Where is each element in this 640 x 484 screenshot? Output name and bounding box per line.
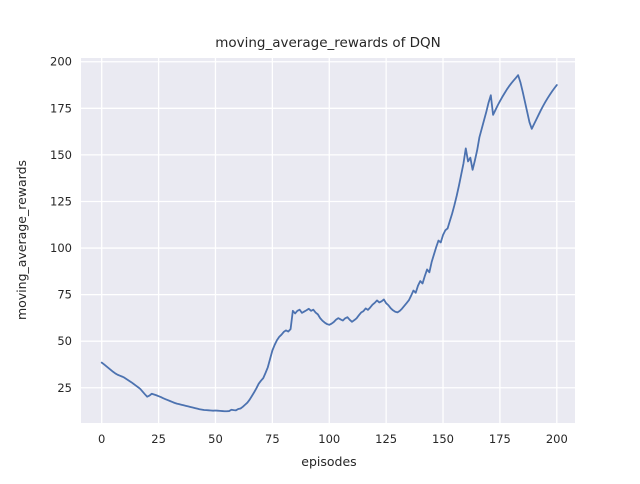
chart-title: moving_average_rewards of DQN xyxy=(215,35,441,51)
y-tick-label: 25 xyxy=(57,381,72,395)
y-tick-label: 50 xyxy=(57,334,72,348)
x-tick-label: 125 xyxy=(375,432,397,446)
plot-layer xyxy=(81,58,575,423)
y-tick-label: 125 xyxy=(50,194,72,208)
y-tick-label: 100 xyxy=(50,241,72,255)
y-tick-label: 150 xyxy=(50,148,72,162)
x-tick-label: 75 xyxy=(265,432,280,446)
x-axis-label: episodes xyxy=(301,454,356,469)
y-tick-label: 175 xyxy=(50,101,72,115)
x-tick-label: 175 xyxy=(489,432,511,446)
tick-layer: 0 25 50 75 100 125 150 175 200 25 50 75 100 125 150 175… xyxy=(50,55,568,446)
x-tick-label: 150 xyxy=(432,432,454,446)
x-tick-label: 50 xyxy=(208,432,223,446)
plot-area xyxy=(81,58,575,423)
x-tick-label: 25 xyxy=(151,432,166,446)
x-tick-label: 100 xyxy=(318,432,340,446)
x-tick-label: 0 xyxy=(98,432,105,446)
x-tick-label: 200 xyxy=(546,432,568,446)
y-tick-label: 200 xyxy=(50,55,72,69)
y-tick-label: 75 xyxy=(57,288,72,302)
series-line-dqn xyxy=(100,74,558,413)
y-axis-label: moving_average_rewards xyxy=(14,160,29,320)
